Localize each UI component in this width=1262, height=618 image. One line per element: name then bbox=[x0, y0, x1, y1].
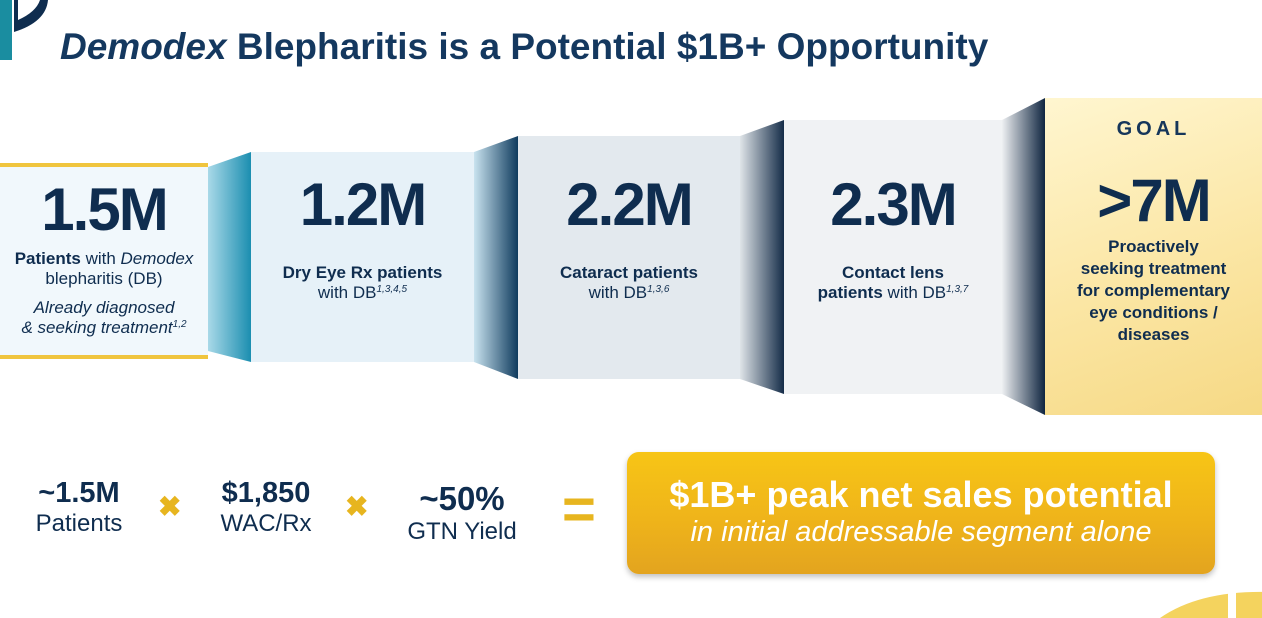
panel-value: 1.2M bbox=[299, 171, 427, 238]
connector-2 bbox=[474, 136, 518, 379]
multiply-icon: ✖ bbox=[158, 491, 182, 522]
equation-gtn-value: ~50% bbox=[419, 480, 505, 517]
panel-cataract: 2.2M Cataract patients with DB1,3,6 bbox=[518, 136, 740, 379]
equation-patients-label: Patients bbox=[35, 510, 123, 537]
corner-decoration bbox=[1160, 591, 1262, 618]
panel-note: Already diagnosed & seeking treatment1,2 bbox=[21, 298, 187, 337]
equation-wac-value: $1,850 bbox=[221, 477, 311, 509]
funnel-connectors bbox=[208, 98, 1045, 415]
equation-wac-label: WAC/Rx bbox=[220, 510, 312, 537]
panel-value: 2.3M bbox=[830, 171, 957, 238]
equation-gtn-label: GTN Yield bbox=[407, 518, 517, 545]
panel-value: 1.5M bbox=[41, 176, 168, 243]
equation-gtn: ~50% GTN Yield bbox=[392, 480, 532, 546]
connector-4 bbox=[1002, 98, 1045, 415]
goal-value: >7M bbox=[1097, 167, 1211, 234]
panel-description: Contact lens patients with DB1,3,7 bbox=[817, 263, 969, 302]
equation-wac: $1,850 WAC/Rx bbox=[200, 477, 332, 538]
goal-label: GOAL bbox=[1116, 118, 1191, 140]
panel-description: Cataract patients with DB1,3,6 bbox=[560, 263, 698, 302]
result-subline: in initial addressable segment alone bbox=[690, 516, 1152, 548]
page-title: Demodex Blepharitis is a Potential $1B+ … bbox=[60, 26, 989, 67]
equals-icon: = bbox=[562, 477, 596, 542]
multiply-icon: ✖ bbox=[345, 491, 369, 522]
panel-description: Patients with Demodex blepharitis (DB) bbox=[14, 249, 194, 288]
equation-patients: ~1.5M Patients bbox=[20, 477, 138, 538]
panel-diagnosed-patients: 1.5M Patients with Demodex blepharitis (… bbox=[0, 163, 208, 359]
result-headline: $1B+ peak net sales potential bbox=[669, 474, 1173, 515]
panel-goal: GOAL >7M Proactively seeking treatment f… bbox=[1045, 98, 1262, 415]
company-logo bbox=[0, 0, 48, 60]
panel-value: 2.2M bbox=[566, 171, 693, 238]
connector-1 bbox=[208, 152, 251, 362]
goal-description: Proactively seeking treatment for comple… bbox=[1076, 237, 1231, 344]
connector-3 bbox=[740, 120, 784, 394]
panel-dry-eye: 1.2M Dry Eye Rx patients with DB1,3,4,5 bbox=[251, 152, 474, 362]
equation-patients-value: ~1.5M bbox=[38, 477, 120, 509]
result-box: $1B+ peak net sales potential in initial… bbox=[627, 452, 1215, 574]
panel-description: Dry Eye Rx patients with DB1,3,4,5 bbox=[282, 263, 443, 302]
panel-contact-lens: 2.3M Contact lens patients with DB1,3,7 bbox=[784, 120, 1002, 394]
